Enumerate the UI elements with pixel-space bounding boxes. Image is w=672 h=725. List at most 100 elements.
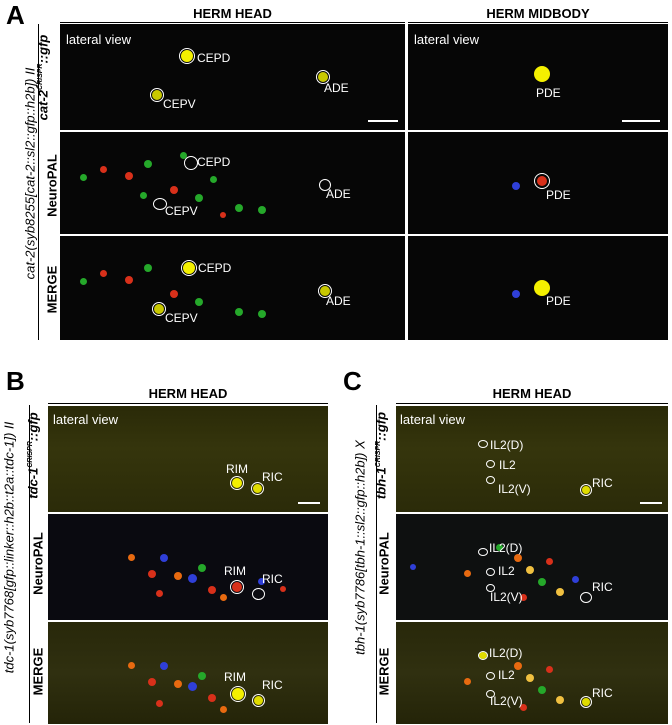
cepv-label: CEPV: [163, 97, 196, 111]
rim-label: RIM: [224, 564, 246, 578]
neuron-dot: [496, 544, 503, 551]
il2v-outline: [486, 690, 495, 698]
il2-outline: [486, 672, 495, 680]
panel-c-side-rule: [376, 405, 377, 723]
neuron-dot: [258, 578, 265, 585]
neuron-dot: [280, 586, 286, 592]
ric-outline: [580, 484, 592, 496]
panel-b-merge-image: RIM RIC: [48, 622, 328, 724]
neuron-dot: [195, 298, 203, 306]
neuron-dot: [514, 662, 522, 670]
lateral-view-label: lateral view: [66, 32, 132, 47]
neuron-dot: [235, 204, 243, 212]
neuron-dot: [125, 172, 133, 180]
neuron-dot: [160, 662, 168, 670]
panel-c-merge-image: IL2(D) IL2 IL2(V) RIC: [396, 622, 668, 724]
scale-bar: [298, 502, 320, 504]
neuron-dot: [514, 554, 522, 562]
panel-c-letter: C: [343, 366, 362, 396]
neuron-dot: [546, 558, 553, 565]
il2v-label: IL2(V): [490, 590, 523, 604]
ric-label: RIC: [592, 686, 613, 700]
ric-outline: [251, 482, 264, 495]
il2d-label: IL2(D): [490, 438, 524, 452]
neuron-dot: [556, 588, 564, 596]
il2-label: IL2: [498, 564, 515, 578]
neuron-dot: [144, 264, 152, 272]
ric-label: RIC: [262, 470, 283, 484]
ade-outline: [319, 179, 331, 191]
neuron-dot: [526, 566, 534, 574]
il2d-outline: [478, 548, 488, 556]
neuron-dot: [128, 662, 135, 669]
pde-label: PDE: [546, 188, 571, 202]
neuron-dot: [198, 672, 206, 680]
cepv-label: CEPV: [165, 204, 198, 218]
scale-bar: [622, 120, 660, 122]
scale-bar: [368, 120, 398, 122]
pde-label: PDE: [536, 86, 561, 100]
neuron-dot: [180, 152, 187, 159]
neuron-dot: [100, 270, 107, 277]
ade-label: ADE: [324, 81, 349, 95]
neuron-dot: [258, 206, 266, 214]
neuron-dot: [80, 174, 87, 181]
il2v-label: IL2(V): [490, 694, 523, 708]
cepv-label: CEPV: [165, 311, 198, 325]
neuron-dot: [170, 290, 178, 298]
ric-outline: [252, 694, 265, 707]
panel-a-head-gfp-image: lateral view CEPD CEPV ADE: [60, 24, 405, 130]
neuron-dot: [220, 706, 227, 713]
neuron-dot: [526, 674, 534, 682]
neuron-dot: [156, 700, 163, 707]
neuron-dot: [520, 594, 527, 601]
panel-c-rule: [396, 403, 668, 404]
pde-label: PDE: [546, 294, 571, 308]
neuron-dot: [512, 182, 520, 190]
il2-label: IL2: [498, 668, 515, 682]
panel-b-letter: B: [6, 366, 25, 396]
neuron-dot: [258, 310, 266, 318]
panel-a-head-rule: [60, 22, 405, 23]
neuron-dot: [195, 194, 203, 202]
neuron-dot: [538, 578, 546, 586]
cepd-outline: [179, 48, 195, 64]
panel-c-row-merge-label: MERGE: [376, 647, 392, 696]
neuron-dot: [464, 678, 471, 685]
cepd-label: CEPD: [198, 261, 232, 275]
pde-nucleus: [534, 66, 550, 82]
neuron-dot: [156, 590, 163, 597]
scale-bar: [640, 502, 662, 504]
neuron-dot: [100, 166, 107, 173]
neuron-dot: [220, 212, 226, 218]
neuron-dot: [174, 680, 182, 688]
panel-a-side-rule: [38, 24, 39, 340]
panel-a-midbody-gfp-image: lateral view PDE: [408, 24, 668, 130]
panel-c-title: HERM HEAD: [492, 386, 572, 401]
ric-label: RIC: [262, 678, 283, 692]
neuron-dot: [198, 564, 206, 572]
panel-c-row-gfp-label: tbh-1CRISPR::gfp: [373, 411, 389, 500]
il2-label: IL2: [499, 458, 516, 472]
il2-outline: [486, 460, 495, 468]
rim-outline: [230, 686, 246, 702]
cepv-outline: [150, 88, 164, 102]
ade-outline: [318, 284, 332, 298]
neuron-dot: [538, 686, 546, 694]
panel-b-rule: [48, 403, 328, 404]
cepd-label: CEPD: [197, 155, 231, 169]
il2v-label: IL2(V): [498, 482, 531, 496]
neuron-dot: [220, 594, 227, 601]
cepd-outline: [181, 260, 197, 276]
il2d-outline: [478, 440, 488, 448]
ric-outline: [580, 592, 592, 603]
neuron-dot: [148, 570, 156, 578]
ric-label: RIC: [592, 476, 613, 490]
neuron-dot: [410, 564, 416, 570]
cepd-label: CEPD: [197, 51, 231, 65]
panel-a-row-merge-label: MERGE: [44, 265, 60, 314]
neuron-dot: [235, 308, 243, 316]
neuron-dot: [80, 278, 87, 285]
panel-b-row-neuropal-label: NeuroPAL: [30, 532, 46, 595]
rim-label: RIM: [224, 670, 246, 684]
